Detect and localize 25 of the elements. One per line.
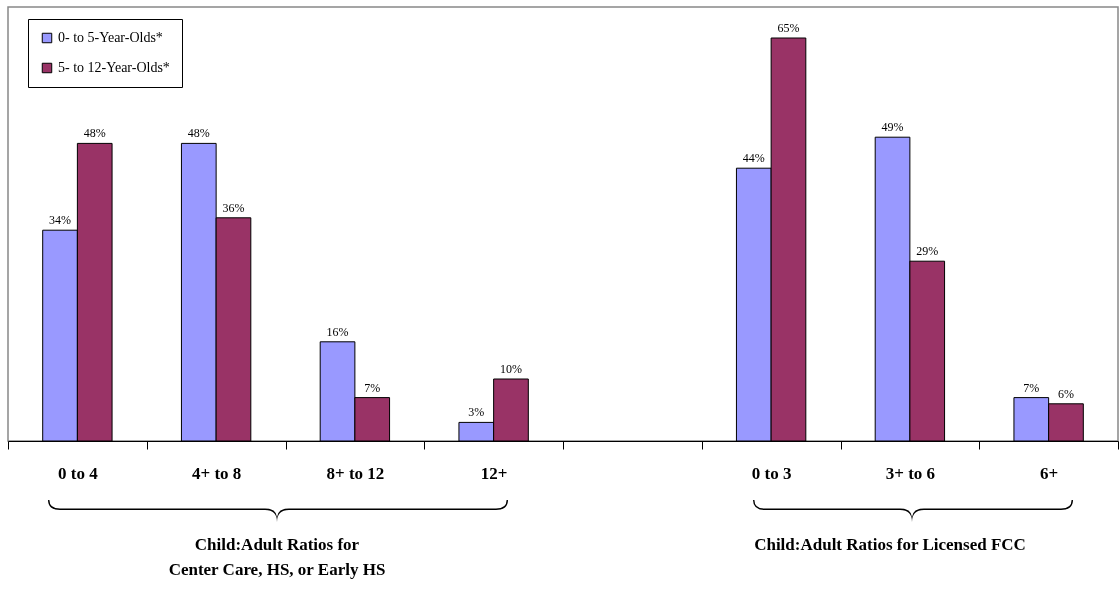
data-label: 48% <box>83 126 106 141</box>
data-label: 6% <box>1057 386 1074 401</box>
legend-label: 0- to 5-Year-Olds* <box>58 30 163 45</box>
data-label: 29% <box>916 244 939 259</box>
data-label: 7% <box>1023 380 1040 395</box>
data-label: 10% <box>499 362 522 376</box>
data-label: 7% <box>364 380 381 395</box>
x-tick-label: 0 to 4 <box>58 463 99 483</box>
x-tick-label: 8+ to 12 <box>326 463 385 483</box>
data-label: 48% <box>187 126 210 141</box>
data-label: 36% <box>222 200 245 215</box>
data-label: 65% <box>777 21 800 35</box>
data-label: 49% <box>881 120 904 135</box>
x-tick-label: 3+ to 6 <box>885 463 936 483</box>
text: Child:Adult Ratios for Licensed FCC <box>754 534 1026 556</box>
legend-label: 5- to 12-Year-Olds* <box>58 60 170 75</box>
x-tick-label: 6+ <box>1040 463 1059 483</box>
data-label: 16% <box>326 324 349 339</box>
data-label: 44% <box>742 151 765 166</box>
x-tick-label: 12+ <box>480 463 508 483</box>
text: Child:Adult Ratios for Center Care, HS, or Early HS <box>168 534 386 581</box>
x-tick-label: 0 to 3 <box>751 463 792 483</box>
x-tick-label: 4+ to 8 <box>191 463 242 483</box>
data-label: 34% <box>49 213 72 228</box>
data-label: 3% <box>468 405 485 420</box>
